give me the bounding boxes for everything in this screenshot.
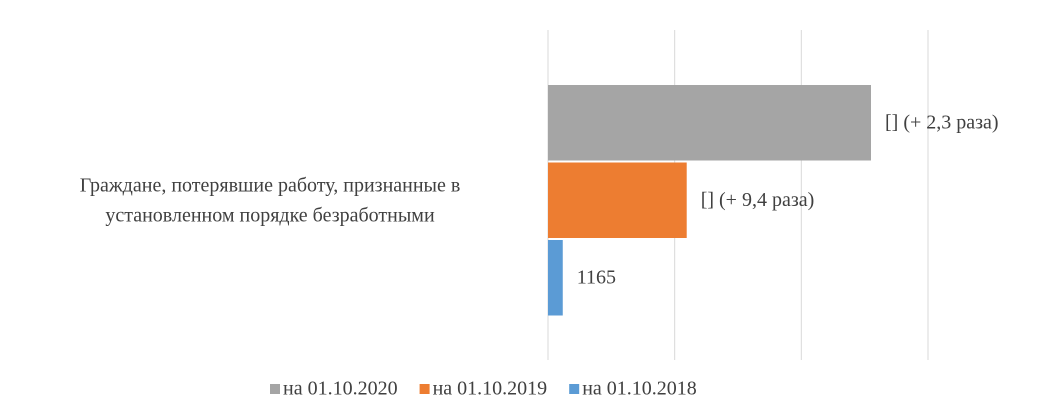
legend-label: на 01.10.2018 (582, 378, 697, 400)
bar (548, 85, 871, 161)
bar (548, 162, 687, 238)
data-label: [] (+ 2,3 раза) (885, 111, 999, 133)
legend-swatch (419, 384, 430, 394)
data-label: [] (+ 9,4 раза) (701, 189, 815, 211)
data-label: 1165 (577, 266, 616, 288)
legend-label: на 01.10.2019 (433, 378, 548, 400)
legend-swatch (569, 384, 580, 394)
bar (548, 240, 563, 316)
legend-swatch (270, 384, 280, 394)
category-label: Граждане, потерявшие работу, признанные … (80, 174, 461, 226)
legend-label: на 01.10.2020 (283, 378, 398, 400)
